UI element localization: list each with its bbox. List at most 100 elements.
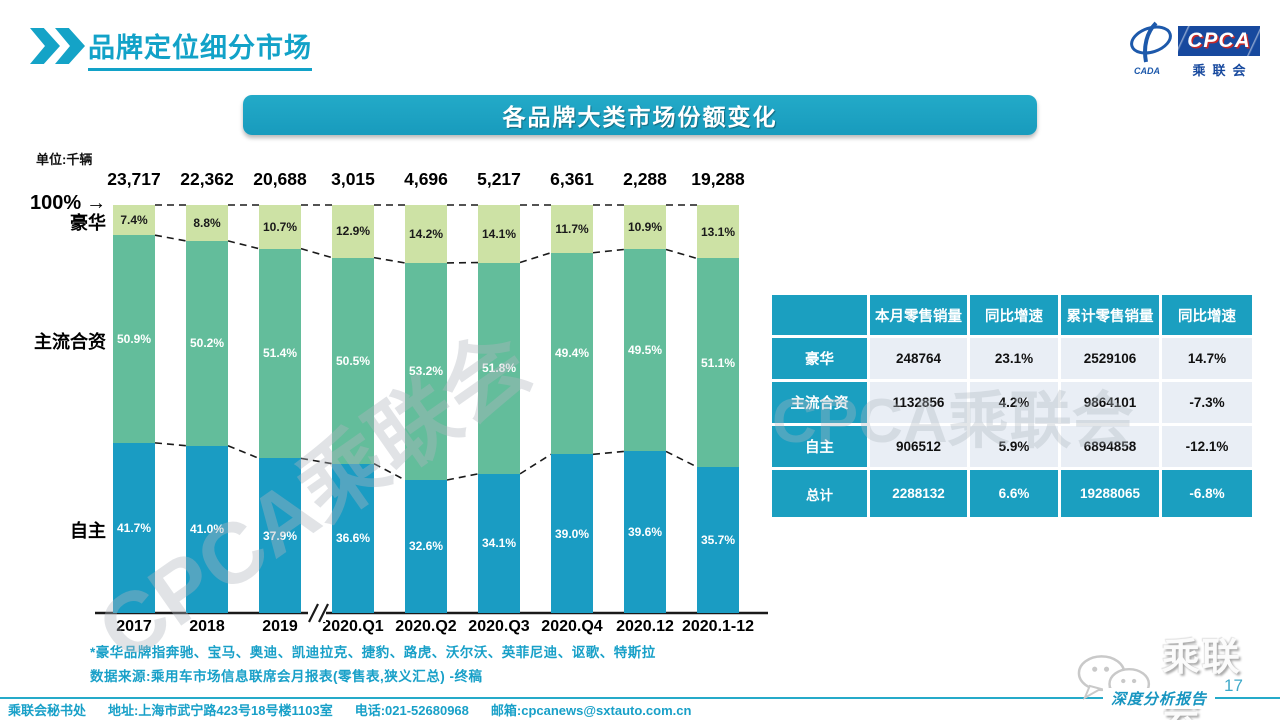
- series-label: 自主: [70, 520, 106, 541]
- bar-total-label: 3,015: [331, 169, 375, 189]
- bar-segment: 51.4%: [259, 248, 301, 459]
- report-series-label: 深度分析报告: [1103, 688, 1216, 709]
- table-cell: 5.9%: [970, 426, 1058, 467]
- chart-title: 各品牌大类市场份额变化: [502, 104, 778, 130]
- table-cell: -6.8%: [1162, 470, 1252, 517]
- table-cell: 1132856: [870, 382, 967, 423]
- table-row-label: 主流合资: [772, 382, 867, 423]
- table-cell: 6.6%: [970, 470, 1058, 517]
- bar-total-label: 20,688: [253, 169, 307, 189]
- bar-total-label: 6,361: [550, 169, 594, 189]
- footer-bar: 乘联会秘书处 地址:上海市武宁路423号18号楼1103室 电话:021-526…: [0, 697, 1280, 720]
- table-cell: 14.7%: [1162, 338, 1252, 379]
- table-cell: 9864101: [1061, 382, 1159, 423]
- series-label: 主流合资: [34, 332, 106, 353]
- bar-segment: 50.5%: [332, 257, 374, 464]
- bar-segment: 41.0%: [186, 445, 228, 613]
- bar-total-label: 5,217: [477, 169, 521, 189]
- cpca-wordmark: CPCA: [1178, 26, 1260, 56]
- table-header-cell: 本月零售销量: [870, 295, 967, 335]
- bar-segment: 14.2%: [405, 205, 447, 263]
- bar-segment: 39.0%: [551, 454, 593, 613]
- footer-address: 地址:上海市武宁路423号18号楼1103室: [108, 703, 333, 718]
- svg-text:CADA: CADA: [1134, 66, 1160, 76]
- x-axis-label: 2020.1-12: [681, 618, 755, 635]
- bar-total-label: 22,362: [180, 169, 234, 189]
- bar-segment: 41.7%: [113, 442, 155, 613]
- bar-segment: 51.8%: [478, 262, 520, 474]
- table-cell: 2529106: [1061, 338, 1159, 379]
- x-axis-label: 2018: [189, 618, 225, 635]
- bar-segment: 51.1%: [697, 258, 739, 467]
- bar-total-label: 19,288: [691, 169, 745, 189]
- footer-org: 乘联会秘书处: [8, 703, 87, 718]
- table-row-label: 总计: [772, 470, 867, 517]
- axis-100-label: 100% →: [30, 192, 107, 214]
- x-axis-label: 2020.Q2: [395, 618, 457, 635]
- page-number: 17: [1224, 676, 1243, 695]
- bar-total-label: 4,696: [404, 169, 448, 189]
- x-axis-label: 2020.Q3: [468, 618, 530, 635]
- table-row-label: 豪华: [772, 338, 867, 379]
- stacked-bar: 11.7% 49.4% 39.0%: [551, 205, 593, 613]
- stacked-bar: 10.7% 51.4% 37.9%: [259, 205, 301, 613]
- table-cell: 2288132: [870, 470, 967, 517]
- table-cell: 906512: [870, 426, 967, 467]
- bar-segment: 36.6%: [332, 463, 374, 613]
- bar-segment: 7.4%: [113, 205, 155, 236]
- table-header-cell: 同比增速: [1162, 295, 1252, 335]
- table-cell: 23.1%: [970, 338, 1058, 379]
- bar-total-label: 2,288: [623, 169, 667, 189]
- table-row-label: 自主: [772, 426, 867, 467]
- bar-segment: 50.9%: [113, 235, 155, 443]
- bar-segment: 10.7%: [259, 205, 301, 249]
- footer-email: 邮箱:cpcanews@sxtauto.com.cn: [490, 703, 692, 718]
- bar-segment: 50.2%: [186, 240, 228, 446]
- bar-segment: 49.4%: [551, 252, 593, 455]
- table-header-cell: 累计零售销量: [1061, 295, 1159, 335]
- bar-segment: 35.7%: [697, 466, 739, 613]
- table-header-cell: 同比增速: [970, 295, 1058, 335]
- table-cell: 248764: [870, 338, 967, 379]
- bar-segment: 32.6%: [405, 479, 447, 613]
- stacked-bar: 14.1% 51.8% 34.1%: [478, 205, 520, 613]
- page-title: 品牌定位细分市场: [88, 26, 312, 71]
- chevron-right-icon: [30, 28, 60, 64]
- x-axis-label: 2020.12: [616, 618, 674, 635]
- chart-title-banner: 各品牌大类市场份额变化: [243, 95, 1037, 135]
- arrow-right-icon: →: [86, 192, 107, 214]
- bar-segment: 53.2%: [405, 262, 447, 480]
- table-cell: -7.3%: [1162, 382, 1252, 423]
- bar-segment: 13.1%: [697, 205, 739, 259]
- x-axis-label: 2020.Q4: [541, 618, 603, 635]
- cpca-cn-name: 乘联会: [1192, 63, 1253, 78]
- x-axis-label: 2019: [262, 618, 298, 635]
- footnote-luxury-brands: *豪华品牌指奔驰、宝马、奥迪、凯迪拉克、捷豹、路虎、沃尔沃、英菲尼迪、讴歌、特斯…: [90, 645, 656, 660]
- table-cell: 4.2%: [970, 382, 1058, 423]
- stacked-bar: 10.9% 49.5% 39.6%: [624, 205, 666, 613]
- stacked-bar: 12.9% 50.5% 36.6%: [332, 205, 374, 613]
- bar-segment: 37.9%: [259, 458, 301, 613]
- x-axis-label: 2017: [116, 618, 152, 635]
- sales-table: 本月零售销量 同比增速 累计零售销量 同比增速 豪华 248764 23.1% 2529106…: [772, 295, 1252, 517]
- table-cell: -12.1%: [1162, 426, 1252, 467]
- table-header-cell: [772, 295, 867, 335]
- table-cell: 19288065: [1061, 470, 1159, 517]
- bar-total-label: 23,717: [107, 169, 161, 189]
- stacked-bar: 13.1% 51.1% 35.7%: [697, 205, 739, 613]
- bar-segment: 8.8%: [186, 205, 228, 241]
- footnote-data-source: 数据来源:乘用车市场信息联席会月报表(零售表,狭义汇总) -终稿: [90, 669, 483, 684]
- series-label: 豪华: [70, 213, 106, 234]
- table-cell: 6894858: [1061, 426, 1159, 467]
- bar-segment: 34.1%: [478, 473, 520, 613]
- x-axis-label: 2020.Q1: [322, 618, 384, 635]
- bar-segment: 14.1%: [478, 205, 520, 263]
- bar-segment: 39.6%: [624, 451, 666, 613]
- bar-segment: 11.7%: [551, 205, 593, 253]
- stacked-bar: 8.8% 50.2% 41.0%: [186, 205, 228, 613]
- stacked-bar: 14.2% 53.2% 32.6%: [405, 205, 447, 613]
- stacked-bar: 7.4% 50.9% 41.7%: [113, 205, 155, 613]
- bar-segment: 49.5%: [624, 249, 666, 452]
- cada-swoosh-icon: CADA: [1130, 21, 1172, 76]
